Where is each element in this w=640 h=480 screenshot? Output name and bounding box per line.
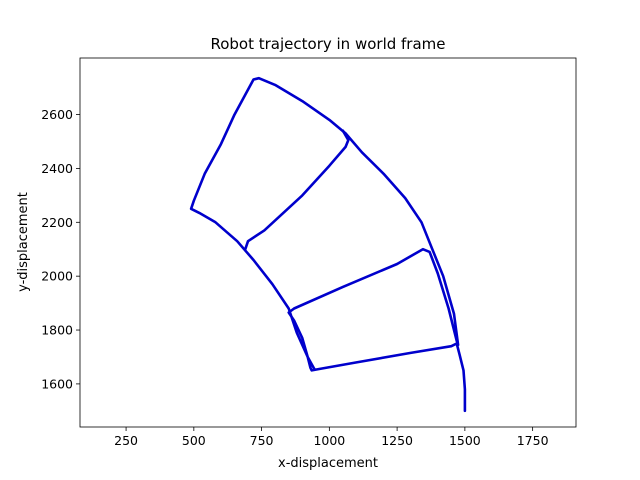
chart-title: Robot trajectory in world frame [210, 35, 445, 53]
y-tick-label: 2200 [41, 215, 73, 230]
trajectory-line-1 [189, 76, 467, 413]
x-tick-label: 250 [114, 433, 138, 448]
x-axis-label: x-displacement [278, 456, 378, 471]
x-tick-label: 500 [182, 433, 206, 448]
x-tick-label: 1750 [517, 433, 549, 448]
x-tick-label: 1000 [313, 433, 345, 448]
y-tick-label: 1600 [41, 376, 73, 391]
y-tick-label: 2000 [41, 269, 73, 284]
y-tick-label: 1800 [41, 323, 73, 338]
axes-frame [79, 57, 577, 428]
plot-area [79, 57, 577, 428]
y-tick-label: 2400 [41, 161, 73, 176]
series-layer [189, 76, 467, 413]
y-axis-ticks: 1600 1800 2000 2200 2400 2600 [41, 107, 80, 391]
x-tick-label: 1500 [449, 433, 481, 448]
y-tick-label: 2600 [41, 107, 73, 122]
trajectory-line-2 [244, 129, 350, 251]
x-tick-label: 750 [250, 433, 274, 448]
y-axis-label: y-displacement [16, 192, 31, 292]
x-tick-label: 1250 [381, 433, 413, 448]
x-axis-ticks: 250 500 750 1000 1250 1500 1750 [114, 427, 549, 448]
